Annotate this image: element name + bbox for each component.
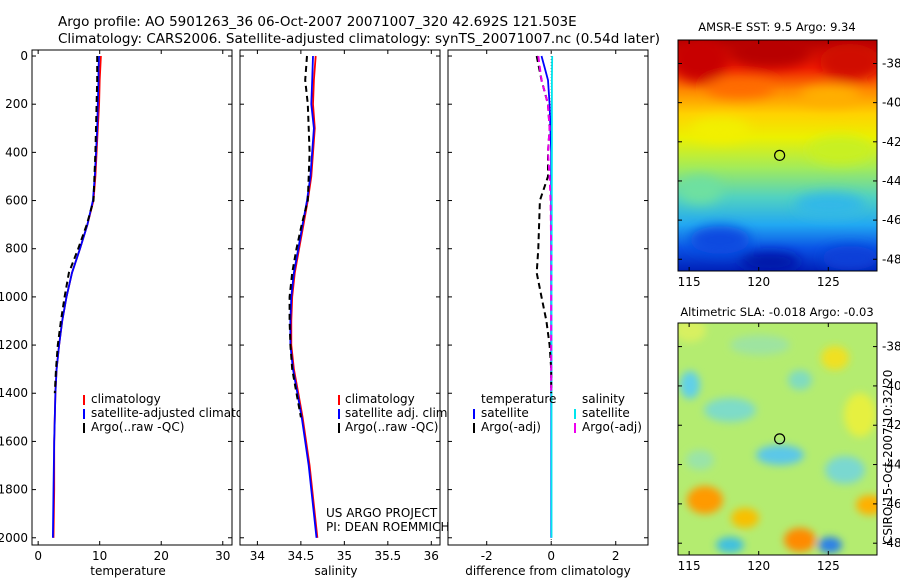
legend-label-sal-satellite: satellite (582, 406, 630, 420)
x-tick-label: 36 (424, 549, 439, 563)
legend-header-salinity: salinity (582, 392, 625, 406)
series-argo-raw-qc- (53, 56, 99, 394)
temperature-panel: 0 10 20 30 0 200 400 600 800 1000 1200 1400 1600 1800… (0, 49, 269, 578)
y-tick-label: 0 (20, 49, 28, 63)
temperature-axes (31, 49, 233, 546)
map-y-tick-label: -46 (882, 497, 900, 511)
map-x-tick-label: 125 (817, 559, 840, 573)
sst-patches (678, 40, 877, 271)
x-tick-label: -2 (481, 549, 493, 563)
header-line1: Argo profile: AO 5901263_36 06-Oct-2007 … (58, 14, 577, 30)
sla-patches (678, 323, 877, 553)
x-tick-label: 30 (215, 549, 230, 563)
x-tick-label: 0 (547, 549, 555, 563)
sla-map-panel: Altimetric SLA: -0.018 Argo: -0.03 (677, 305, 900, 573)
sst-map-axes (677, 39, 878, 272)
salinity-xlabel: salinity (314, 564, 357, 578)
legend-label-climatology: climatology (91, 392, 161, 406)
map-y-tick-label: -42 (882, 135, 900, 149)
y-tick-label: 1200 (0, 338, 28, 352)
y-tick-label: 800 (5, 242, 28, 256)
argo-position-marker (774, 433, 786, 445)
x-tick-label: 35.5 (374, 549, 401, 563)
legend-label-climatology: climatology (345, 392, 415, 406)
map-y-tick-label: -40 (882, 379, 900, 393)
legend-label-temp-satellite: satellite (481, 406, 529, 420)
y-tick-label: 1000 (0, 290, 28, 304)
temperature-legend: climatology satellite-adjusted climatolo… (83, 392, 269, 434)
map-x-tick-label: 125 (817, 275, 840, 289)
map-x-tick-label: 115 (678, 275, 701, 289)
legend-label-temp-argo: Argo(-adj) (481, 420, 541, 434)
map-y-tick-label: -46 (882, 213, 900, 227)
salinity-axes (239, 49, 441, 546)
series-argo-raw-qc- (288, 55, 311, 418)
map-x-tick-label: 120 (747, 559, 770, 573)
x-tick-label: 20 (154, 549, 169, 563)
legend-label-satellite: satellite adj. clim. (345, 406, 451, 420)
map-x-tick-label: 120 (747, 275, 770, 289)
sst-map-title: AMSR-E SST: 9.5 Argo: 9.34 (698, 20, 855, 34)
map-y-tick-label: -44 (882, 458, 900, 472)
series-salinity-argo-adj- (537, 55, 553, 394)
argo-position-marker (774, 149, 786, 161)
legend-label-argo: Argo(..raw -QC) (91, 420, 184, 434)
x-tick-label: 34 (250, 549, 265, 563)
sla-map-title: Altimetric SLA: -0.018 Argo: -0.03 (680, 305, 873, 319)
map-y-tick-label: -48 (882, 536, 900, 550)
map-y-tick-label: -38 (882, 56, 900, 70)
y-tick-label: 2000 (0, 531, 28, 545)
map-y-tick-label: -44 (882, 174, 900, 188)
series-satellite-adjusted-climatology (52, 55, 100, 538)
map-x-tick-label: 115 (678, 559, 701, 573)
header-line2: Climatology: CARS2006. Satellite-adjuste… (58, 31, 660, 47)
annotation-project: US ARGO PROJECT (326, 506, 438, 520)
legend-label-sal-argo: Argo(-adj) (582, 420, 642, 434)
legend-label-argo: Argo(..raw -QC) (345, 420, 438, 434)
sla-map-axes (677, 322, 878, 556)
y-tick-label: 1800 (0, 483, 28, 497)
y-tick-label: 1600 (0, 434, 28, 448)
map-y-tick-label: -48 (882, 252, 900, 266)
x-tick-label: 2 (612, 549, 620, 563)
legend-header-temperature: temperature (481, 392, 556, 406)
difference-axes (447, 49, 649, 546)
x-tick-label: 35 (337, 549, 352, 563)
difference-legend: temperature satellite Argo(-adj) salinit… (473, 392, 642, 434)
difference-xlabel: difference from climatology (465, 564, 631, 578)
x-tick-label: 34.5 (288, 549, 315, 563)
x-tick-label: 10 (92, 549, 107, 563)
difference-panel: -2 0 2 temperature satellite Argo(-adj) sa… (447, 49, 649, 578)
x-tick-label: 0 (34, 549, 42, 563)
sst-map-panel: AMSR-E SST: 9.5 Argo: 9.34 115 120 125 -38 -… (677, 20, 900, 289)
map-y-tick-label: -38 (882, 340, 900, 354)
y-tick-label: 200 (5, 97, 28, 111)
salinity-legend: climatology satellite adj. clim. Argo(..… (338, 392, 451, 434)
annotation-pi: PI: DEAN ROEMMICH (326, 520, 449, 534)
csiro-stamp: CSIRO 15-Oct-2007 10:32:20 (881, 370, 895, 544)
map-y-tick-label: -40 (882, 96, 900, 110)
legend-label-satellite: satellite-adjusted climatology (91, 406, 269, 420)
y-tick-label: 600 (5, 194, 28, 208)
map-y-tick-label: -42 (882, 418, 900, 432)
y-tick-label: 400 (5, 145, 28, 159)
y-tick-label: 1400 (0, 386, 28, 400)
temperature-xlabel: temperature (90, 564, 165, 578)
salinity-panel: 34 34.5 35 35.5 36 climatology satellite adj… (239, 49, 451, 578)
series-satellite-adj-clim- (289, 55, 318, 538)
